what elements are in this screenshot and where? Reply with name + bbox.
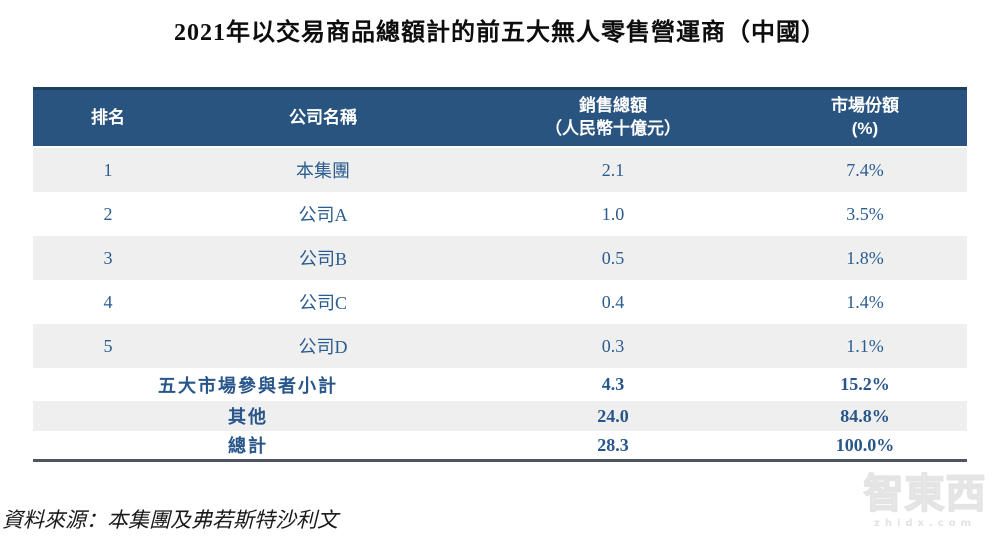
summary-row-others: 其他 24.0 84.8% <box>33 401 967 431</box>
col-header-share-line2: (%) <box>851 119 879 138</box>
watermark-logo: 智東西 zhidx.com <box>860 471 990 529</box>
sales-cell: 1.0 <box>463 192 763 236</box>
col-header-sales: 銷售總額 （人民幣十億元） <box>463 88 763 148</box>
watermark-name: 智東西 <box>863 471 987 517</box>
table-row: 4 公司C 0.4 1.4% <box>33 280 967 324</box>
top5-operators-table: 排名 公司名稱 銷售總額 （人民幣十億元） 市場份額 (%) 1 本集團 2.1… <box>33 87 967 462</box>
share-cell: 1.4% <box>763 280 967 324</box>
company-cell: 公司B <box>183 236 463 280</box>
sales-cell: 2.1 <box>463 147 763 192</box>
share-cell: 7.4% <box>763 147 967 192</box>
table-row: 3 公司B 0.5 1.8% <box>33 236 967 280</box>
share-cell: 1.8% <box>763 236 967 280</box>
col-header-company: 公司名稱 <box>183 88 463 148</box>
company-cell: 公司C <box>183 280 463 324</box>
rank-cell: 4 <box>33 280 183 324</box>
summary-label: 總計 <box>33 431 463 462</box>
summary-label: 其他 <box>33 401 463 431</box>
rank-cell: 5 <box>33 324 183 368</box>
sales-cell: 28.3 <box>463 431 763 462</box>
share-cell: 84.8% <box>763 401 967 431</box>
summary-label: 五大市場參與者小計 <box>33 368 463 401</box>
company-cell: 本集團 <box>183 147 463 192</box>
table-container: 排名 公司名稱 銷售總額 （人民幣十億元） 市場份額 (%) 1 本集團 2.1… <box>33 87 967 462</box>
col-header-share-line1: 市場份額 <box>831 96 899 116</box>
rank-cell: 3 <box>33 236 183 280</box>
rank-cell: 1 <box>33 147 183 192</box>
col-header-rank: 排名 <box>33 88 183 148</box>
rank-cell: 2 <box>33 192 183 236</box>
share-cell: 100.0% <box>763 431 967 462</box>
sales-cell: 4.3 <box>463 368 763 401</box>
sales-cell: 0.3 <box>463 324 763 368</box>
summary-row-subtotal: 五大市場參與者小計 4.3 15.2% <box>33 368 967 401</box>
company-cell: 公司D <box>183 324 463 368</box>
share-cell: 3.5% <box>763 192 967 236</box>
table-row: 1 本集團 2.1 7.4% <box>33 147 967 192</box>
share-cell: 1.1% <box>763 324 967 368</box>
table-row: 5 公司D 0.3 1.1% <box>33 324 967 368</box>
watermark-domain: zhidx.com <box>874 518 976 529</box>
sales-cell: 0.4 <box>463 280 763 324</box>
sales-cell: 0.5 <box>463 236 763 280</box>
company-cell: 公司A <box>183 192 463 236</box>
share-cell: 15.2% <box>763 368 967 401</box>
table-row: 2 公司A 1.0 3.5% <box>33 192 967 236</box>
col-header-sales-line1: 銷售總額 <box>579 96 647 116</box>
page-title: 2021年以交易商品總額計的前五大無人零售營運商（中國） <box>174 20 826 46</box>
sales-cell: 24.0 <box>463 401 763 431</box>
col-header-share: 市場份額 (%) <box>763 88 967 148</box>
source-note: 資料來源：本集團及弗若斯特沙利文 <box>2 508 338 532</box>
table-header-row: 排名 公司名稱 銷售總額 （人民幣十億元） 市場份額 (%) <box>33 88 967 148</box>
col-header-sales-line2: （人民幣十億元） <box>545 119 681 138</box>
summary-row-total: 總計 28.3 100.0% <box>33 431 967 462</box>
